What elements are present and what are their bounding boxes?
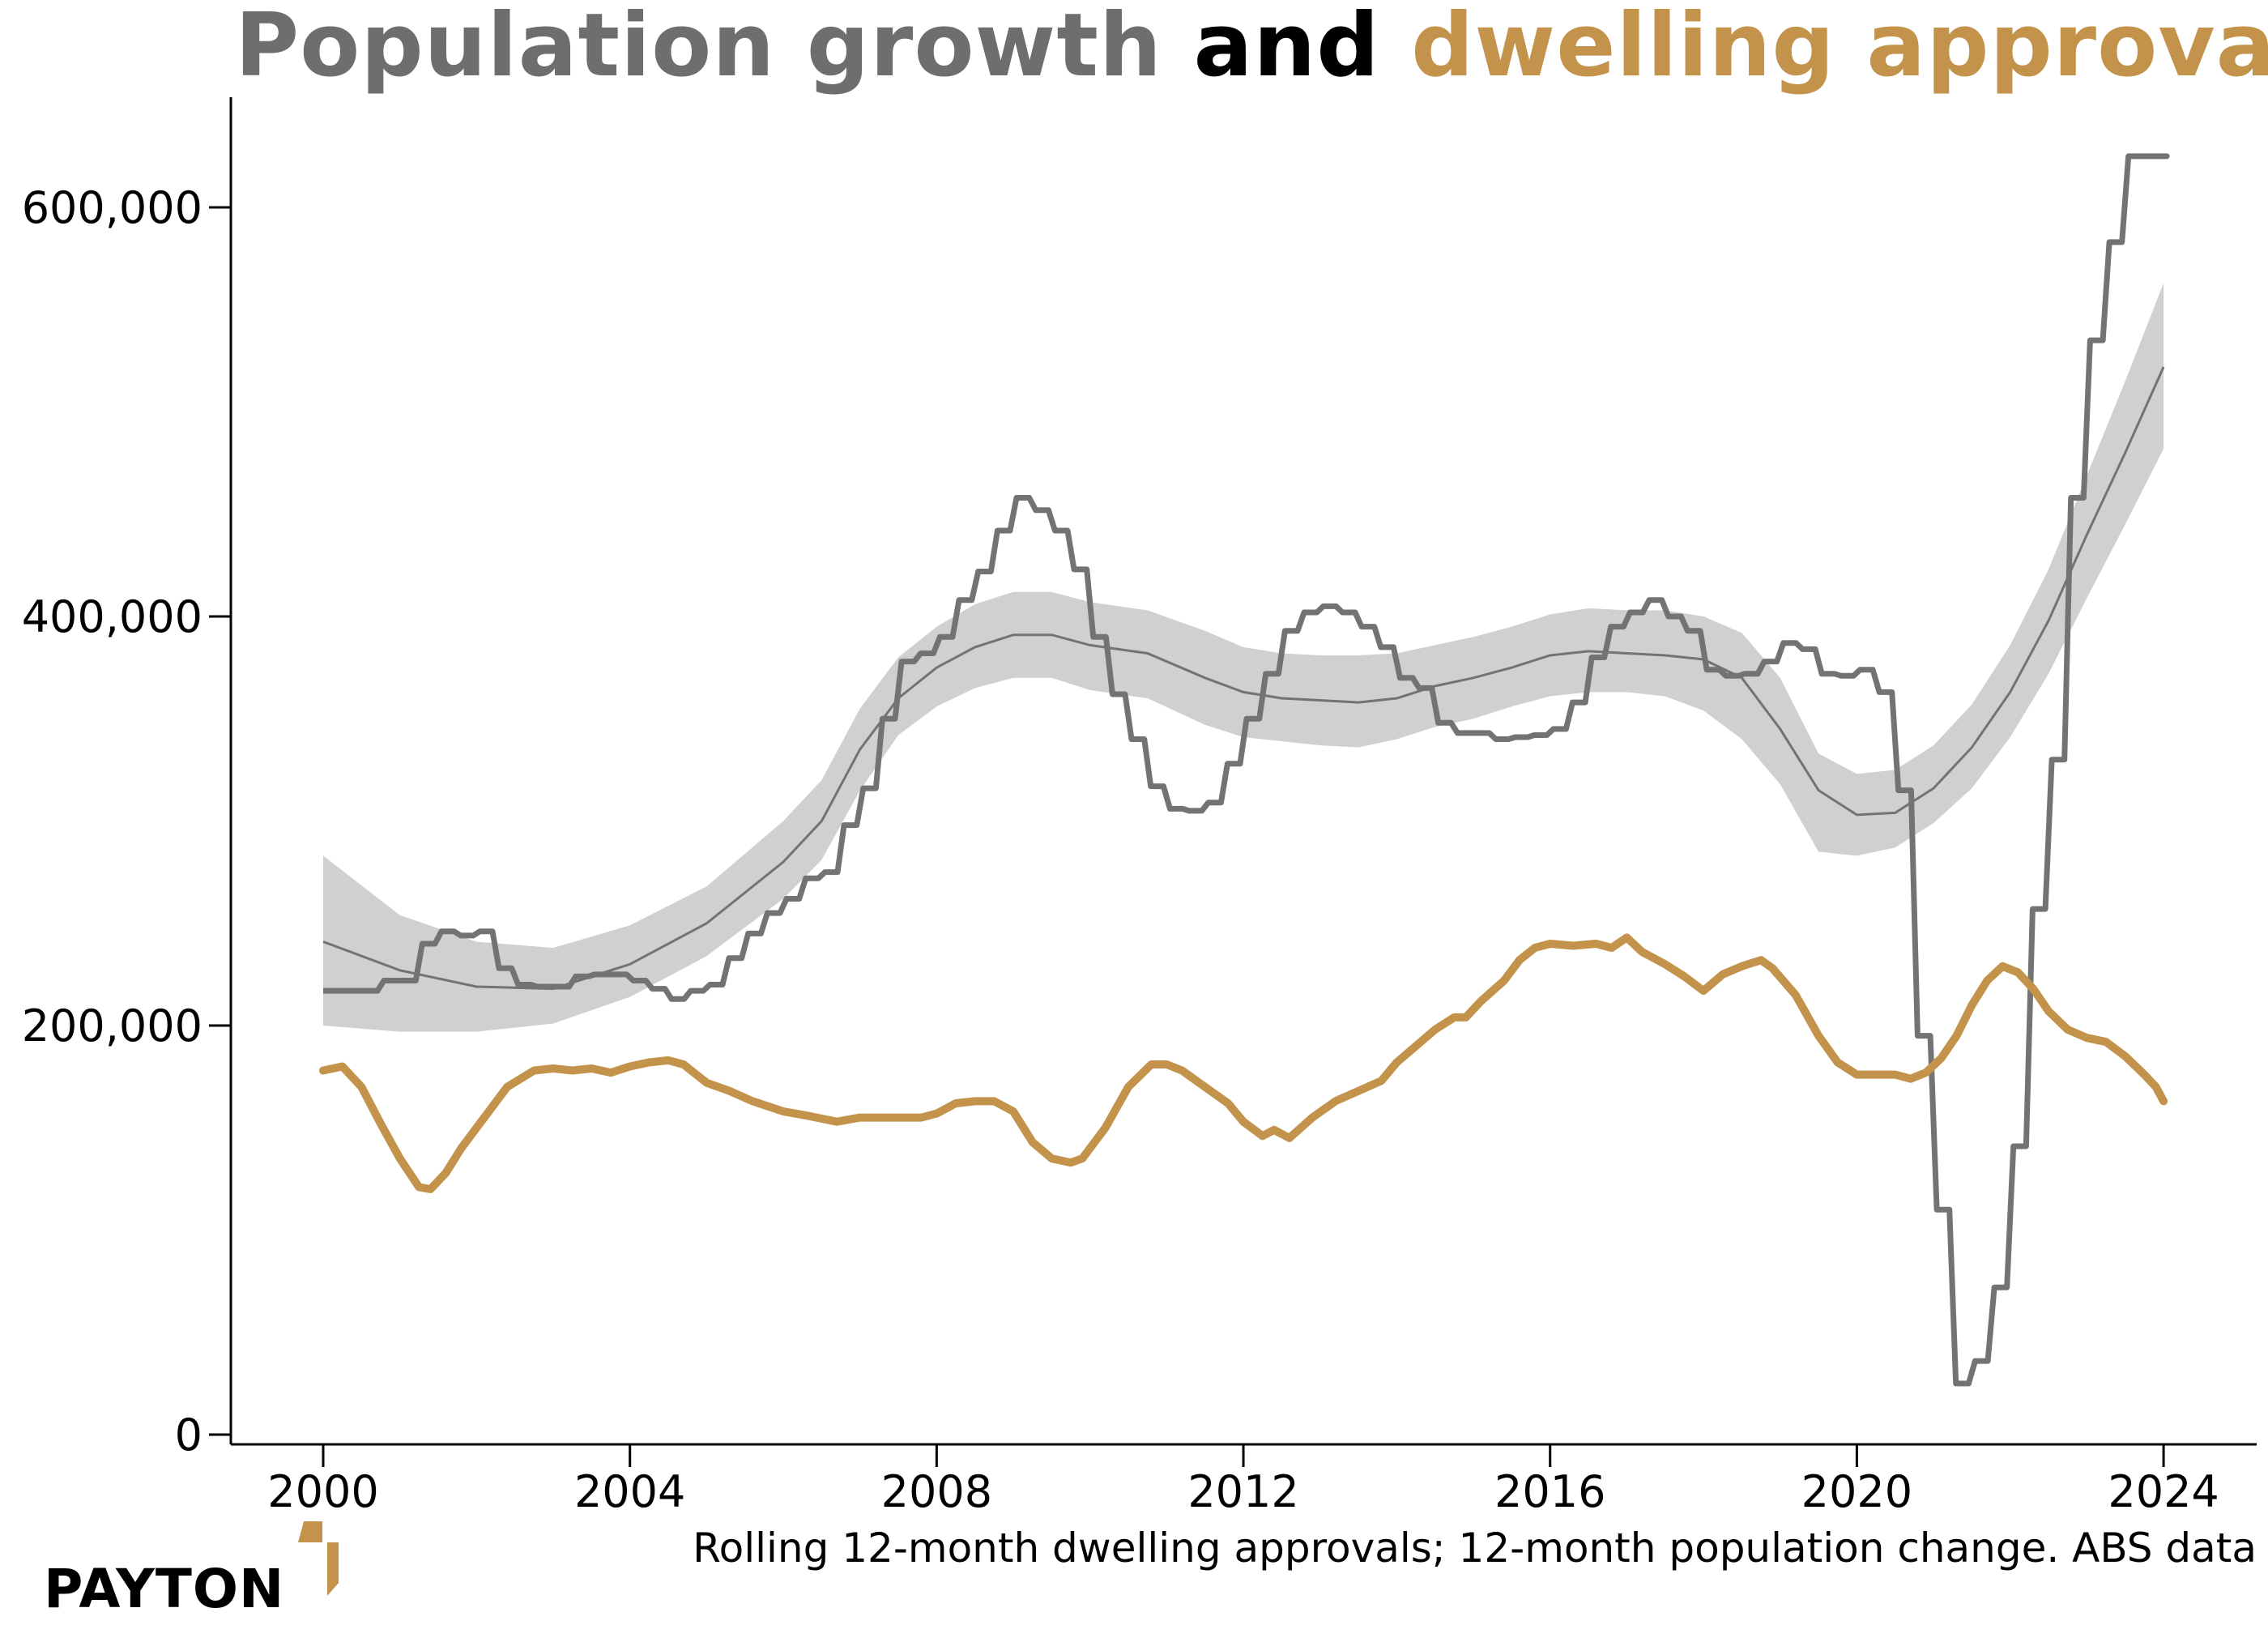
y-tick-label: 0 <box>175 1410 202 1461</box>
x-ticks: 2000 2004 2008 2012 2016 2020 2024 <box>267 1444 2219 1517</box>
title-and: and <box>1162 0 1412 96</box>
logo-mark-icon: PAYTON <box>44 1521 339 1620</box>
title-dwelling-approvals: dwelling approvals <box>1411 0 2268 96</box>
y-ticks: 0 200,000 400,000 600,000 <box>22 182 231 1461</box>
confidence-band <box>323 283 2164 1032</box>
x-tick-label: 2024 <box>2108 1466 2219 1517</box>
payton-logo: PAYTON <box>42 1516 350 1625</box>
x-tick-label: 2008 <box>881 1466 992 1517</box>
x-tick-label: 2012 <box>1187 1466 1298 1517</box>
y-tick-label: 600,000 <box>22 182 202 233</box>
chart-caption: Rolling 12-month dwelling approvals; 12-… <box>693 1525 2257 1572</box>
title-population-growth: Population growth <box>235 0 1162 96</box>
x-tick-label: 2004 <box>574 1466 685 1517</box>
y-tick-label: 400,000 <box>22 591 202 642</box>
y-tick-label: 200,000 <box>22 1000 202 1051</box>
logo-text: PAYTON <box>44 1558 284 1620</box>
x-tick-label: 2020 <box>1801 1466 1912 1517</box>
population-change-line <box>323 153 2170 1387</box>
plot-area <box>319 153 2170 1387</box>
dwelling-approvals-line <box>319 933 2168 1193</box>
x-tick-label: 2000 <box>267 1466 378 1517</box>
population-trend-line <box>322 366 2165 991</box>
x-tick-label: 2016 <box>1494 1466 1605 1517</box>
chart-title: Population growth and dwelling approvals <box>235 0 2268 96</box>
